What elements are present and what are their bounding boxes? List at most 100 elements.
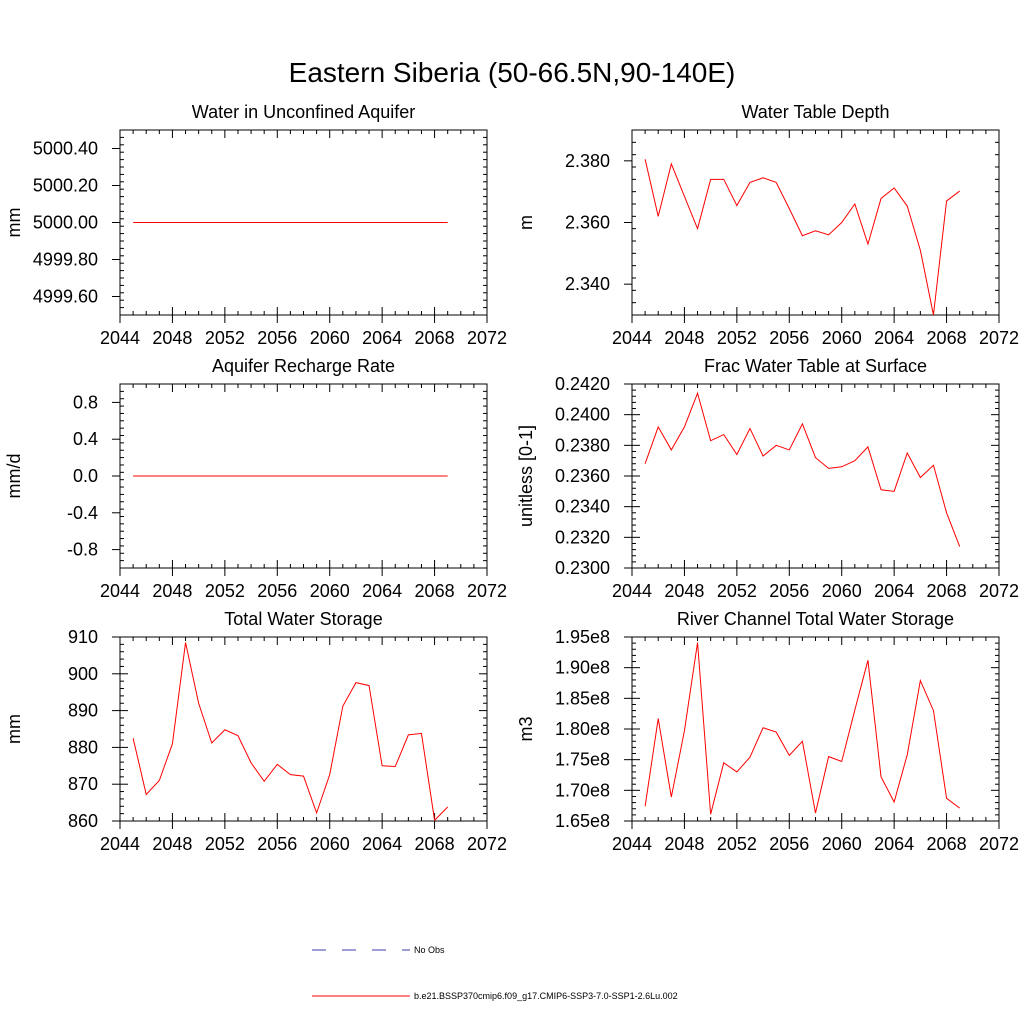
panel-2: Water Table Depth m 2044 2048 2052 2056 2060 20…	[516, 102, 1019, 348]
x-tick-label: 2056	[257, 834, 297, 854]
x-tick-label: 2064	[874, 581, 914, 601]
x-tick-label: 2064	[362, 328, 402, 348]
y-tick-label: 1.70e8	[555, 780, 610, 800]
y-tick-label: 1.95e8	[555, 627, 610, 647]
x-tick-label: 2064	[362, 834, 402, 854]
panel-title: River Channel Total Water Storage	[677, 609, 954, 629]
y-tick-label: 1.90e8	[555, 658, 610, 678]
y-tick-label: 0.2360	[555, 466, 610, 486]
panels: Water in Unconfined Aquifer mm 2044 2048 205…	[4, 102, 1019, 854]
y-tick-label: 4999.80	[33, 250, 98, 270]
x-tick-label: 2048	[664, 581, 704, 601]
y-tick-label: 900	[68, 664, 98, 684]
y-tick-label: 0.8	[73, 392, 98, 412]
x-tick-label: 2056	[769, 328, 809, 348]
y-axis-label: m3	[516, 716, 536, 741]
y-axis-label: mm/d	[4, 454, 24, 499]
x-tick-label: 2044	[612, 581, 652, 601]
x-tick-label: 2052	[205, 834, 245, 854]
legend-model-label: b.e21.BSSP370cmip6.f09_g17.CMIP6-SSP3-7.…	[414, 991, 678, 1001]
series-line	[644, 159, 960, 316]
y-tick-label: 870	[68, 774, 98, 794]
panel-title: Water Table Depth	[741, 102, 889, 122]
x-tick-label: 2052	[205, 581, 245, 601]
panel-3: Aquifer Recharge Rate mm/d 2044 2048 2052 205…	[4, 356, 507, 601]
x-tick-label: 2048	[664, 328, 704, 348]
y-axis-label: mm	[4, 714, 24, 744]
y-tick-label: 880	[68, 737, 98, 757]
y-tick-label: 1.80e8	[555, 719, 610, 739]
y-tick-label: 0.2340	[555, 497, 610, 517]
x-tick-label: 2072	[979, 834, 1019, 854]
x-tick-label: 2072	[979, 328, 1019, 348]
x-tick-label: 2068	[415, 328, 455, 348]
y-tick-label: 2.340	[565, 274, 610, 294]
y-tick-label: 0.2400	[555, 405, 610, 425]
panel-title: Total Water Storage	[224, 609, 382, 629]
series-line	[644, 642, 960, 815]
series-line	[644, 391, 961, 547]
panel-title: Frac Water Table at Surface	[704, 356, 927, 376]
panel-6: River Channel Total Water Storage m3 2044 2…	[516, 609, 1019, 854]
x-tick-label: 2048	[152, 581, 192, 601]
y-axis-label: m	[516, 215, 536, 230]
x-tick-label: 2044	[100, 581, 140, 601]
x-tick-label: 2044	[100, 328, 140, 348]
y-tick-label: 1.65e8	[555, 811, 610, 831]
y-tick-label: -0.8	[67, 540, 98, 560]
y-tick-label: 0.4	[73, 429, 98, 449]
x-tick-label: 2064	[362, 581, 402, 601]
y-tick-label: 5000.00	[33, 213, 98, 233]
x-tick-label: 2060	[822, 834, 862, 854]
y-tick-label: 0.2380	[555, 435, 610, 455]
y-tick-label: 0.2420	[555, 374, 610, 394]
x-tick-label: 2068	[415, 834, 455, 854]
panel-title: Water in Unconfined Aquifer	[192, 102, 415, 122]
x-tick-label: 2048	[152, 328, 192, 348]
y-tick-label: 5000.40	[33, 139, 98, 159]
x-tick-label: 2052	[717, 581, 757, 601]
series-line	[132, 642, 449, 822]
panel-1: Water in Unconfined Aquifer mm 2044 2048 205…	[4, 102, 507, 348]
y-tick-label: 890	[68, 701, 98, 721]
x-tick-label: 2048	[664, 834, 704, 854]
x-tick-label: 2064	[874, 328, 914, 348]
x-tick-label: 2072	[467, 328, 507, 348]
x-tick-label: 2072	[467, 581, 507, 601]
y-axis-label: unitless [0-1]	[516, 425, 536, 527]
x-tick-label: 2056	[769, 834, 809, 854]
x-tick-label: 2060	[822, 581, 862, 601]
y-tick-label: 860	[68, 811, 98, 831]
x-tick-label: 2060	[822, 328, 862, 348]
x-tick-label: 2044	[612, 834, 652, 854]
x-tick-label: 2060	[310, 328, 350, 348]
y-tick-label: 1.85e8	[555, 688, 610, 708]
x-tick-label: 2068	[927, 581, 967, 601]
legend: No Obs b.e21.BSSP370cmip6.f09_g17.CMIP6-…	[312, 945, 678, 1001]
x-tick-label: 2060	[310, 581, 350, 601]
y-tick-label: 0.2300	[555, 558, 610, 578]
x-tick-label: 2060	[310, 834, 350, 854]
figure-title: Eastern Siberia (50-66.5N,90-140E)	[289, 57, 736, 88]
x-tick-label: 2068	[415, 581, 455, 601]
y-tick-label: 4999.60	[33, 287, 98, 307]
x-tick-label: 2048	[152, 834, 192, 854]
y-tick-label: 5000.20	[33, 176, 98, 196]
y-tick-label: 2.380	[565, 151, 610, 171]
y-axis-label: mm	[4, 208, 24, 238]
x-tick-label: 2072	[467, 834, 507, 854]
x-tick-label: 2056	[257, 581, 297, 601]
x-tick-label: 2064	[874, 834, 914, 854]
x-tick-label: 2056	[257, 328, 297, 348]
y-tick-label: 0.0	[73, 466, 98, 486]
x-tick-label: 2044	[100, 834, 140, 854]
x-tick-label: 2068	[927, 328, 967, 348]
y-tick-label: 2.360	[565, 213, 610, 233]
y-tick-label: 910	[68, 627, 98, 647]
x-tick-label: 2052	[717, 834, 757, 854]
x-tick-label: 2056	[769, 581, 809, 601]
x-tick-label: 2052	[717, 328, 757, 348]
panel-5: Total Water Storage mm 2044 2048 2052 2056 206…	[4, 609, 507, 854]
panel-4: Frac Water Table at Surface unitless [0-1…	[516, 356, 1019, 601]
